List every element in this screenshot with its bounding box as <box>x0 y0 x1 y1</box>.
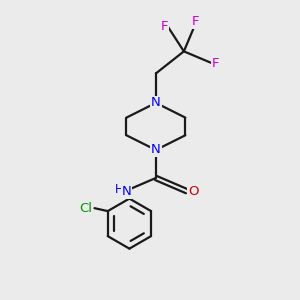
Text: N: N <box>122 185 131 198</box>
Text: H: H <box>115 183 124 196</box>
Text: Cl: Cl <box>79 202 92 215</box>
Text: F: F <box>192 15 200 28</box>
Text: F: F <box>160 20 168 33</box>
Text: N: N <box>151 143 161 157</box>
Text: F: F <box>212 57 219 70</box>
Text: N: N <box>151 96 161 110</box>
Text: O: O <box>188 185 199 198</box>
